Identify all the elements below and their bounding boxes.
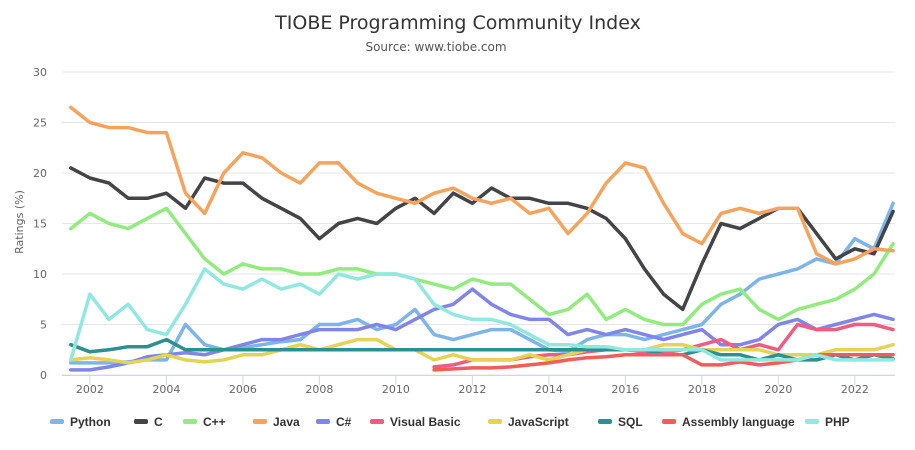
series-line-javascript xyxy=(69,337,895,365)
y-tick-label: 20 xyxy=(33,167,47,180)
y-axis-label: Ratings (%) xyxy=(13,190,26,254)
x-axis-ticks: 2002 2004 2006 2008 2010 2012 2014 2016 2018 2020… xyxy=(62,375,895,396)
x-tick-label: 2022 xyxy=(841,383,869,396)
x-tick-label: 2014 xyxy=(535,383,563,396)
legend-swatch xyxy=(50,419,64,424)
legend-label: SQL xyxy=(618,415,643,429)
legend-swatch xyxy=(598,419,612,424)
legend-label: Visual Basic xyxy=(390,415,461,429)
legend-swatch xyxy=(316,419,330,424)
legend-swatch xyxy=(805,419,819,424)
legend-swatch xyxy=(662,419,676,424)
legend-item-sql[interactable]: SQL xyxy=(598,415,643,429)
series-line-c xyxy=(69,166,895,312)
series-line-php xyxy=(69,267,895,362)
x-tick-label: 2016 xyxy=(611,383,639,396)
series-line-c- xyxy=(69,206,895,327)
legend-item-python[interactable]: Python xyxy=(50,415,111,429)
legend-label: JavaScript xyxy=(508,415,569,429)
legend-item-visual-basic[interactable]: Visual Basic xyxy=(370,415,461,429)
legend-item-java[interactable]: Java xyxy=(253,415,300,429)
x-tick-label: 2020 xyxy=(764,383,792,396)
legend-label: PHP xyxy=(825,415,850,429)
series-line-python xyxy=(69,201,895,365)
x-tick-label: 2002 xyxy=(76,383,104,396)
legend-label: C xyxy=(154,415,163,429)
y-tick-label: 15 xyxy=(33,218,47,231)
legend: Python C C++ Java C# Visual Basic JavaScript SQ… xyxy=(50,415,850,429)
chart-title: TIOBE Programming Community Index xyxy=(274,12,641,34)
y-tick-label: 5 xyxy=(40,319,47,332)
legend-item-php[interactable]: PHP xyxy=(805,415,850,429)
y-tick-label: 25 xyxy=(33,117,47,130)
legend-label: C++ xyxy=(203,415,226,429)
legend-swatch xyxy=(370,419,384,424)
chart-subtitle: Source: www.tiobe.com xyxy=(365,40,506,54)
legend-item-assembly-language[interactable]: Assembly language xyxy=(662,415,795,429)
y-tick-label: 10 xyxy=(33,268,47,281)
legend-label: C# xyxy=(336,415,352,429)
y-tick-label: 0 xyxy=(40,369,47,382)
legend-item-c[interactable]: C xyxy=(134,415,163,429)
x-tick-label: 2006 xyxy=(229,383,257,396)
x-tick-label: 2010 xyxy=(382,383,410,396)
legend-swatch xyxy=(134,419,148,424)
legend-item-c-[interactable]: C++ xyxy=(183,415,226,429)
series-lines xyxy=(69,105,895,372)
legend-swatch xyxy=(183,419,197,424)
series-line-c- xyxy=(69,287,895,372)
series-line-java xyxy=(69,105,895,266)
legend-label: Assembly language xyxy=(682,415,795,429)
x-tick-label: 2004 xyxy=(152,383,180,396)
legend-item-c-[interactable]: C# xyxy=(316,415,352,429)
legend-label: Python xyxy=(70,415,111,429)
series-line-sql xyxy=(69,337,895,362)
x-tick-label: 2018 xyxy=(688,383,716,396)
legend-item-javascript[interactable]: JavaScript xyxy=(488,415,569,429)
x-tick-label: 2008 xyxy=(305,383,333,396)
legend-label: Java xyxy=(273,415,300,429)
legend-swatch xyxy=(253,419,267,424)
y-tick-label: 30 xyxy=(33,66,47,79)
y-axis-ticks: 0 5 10 15 20 25 30 xyxy=(33,66,47,382)
legend-swatch xyxy=(488,419,502,424)
x-tick-label: 2012 xyxy=(458,383,486,396)
